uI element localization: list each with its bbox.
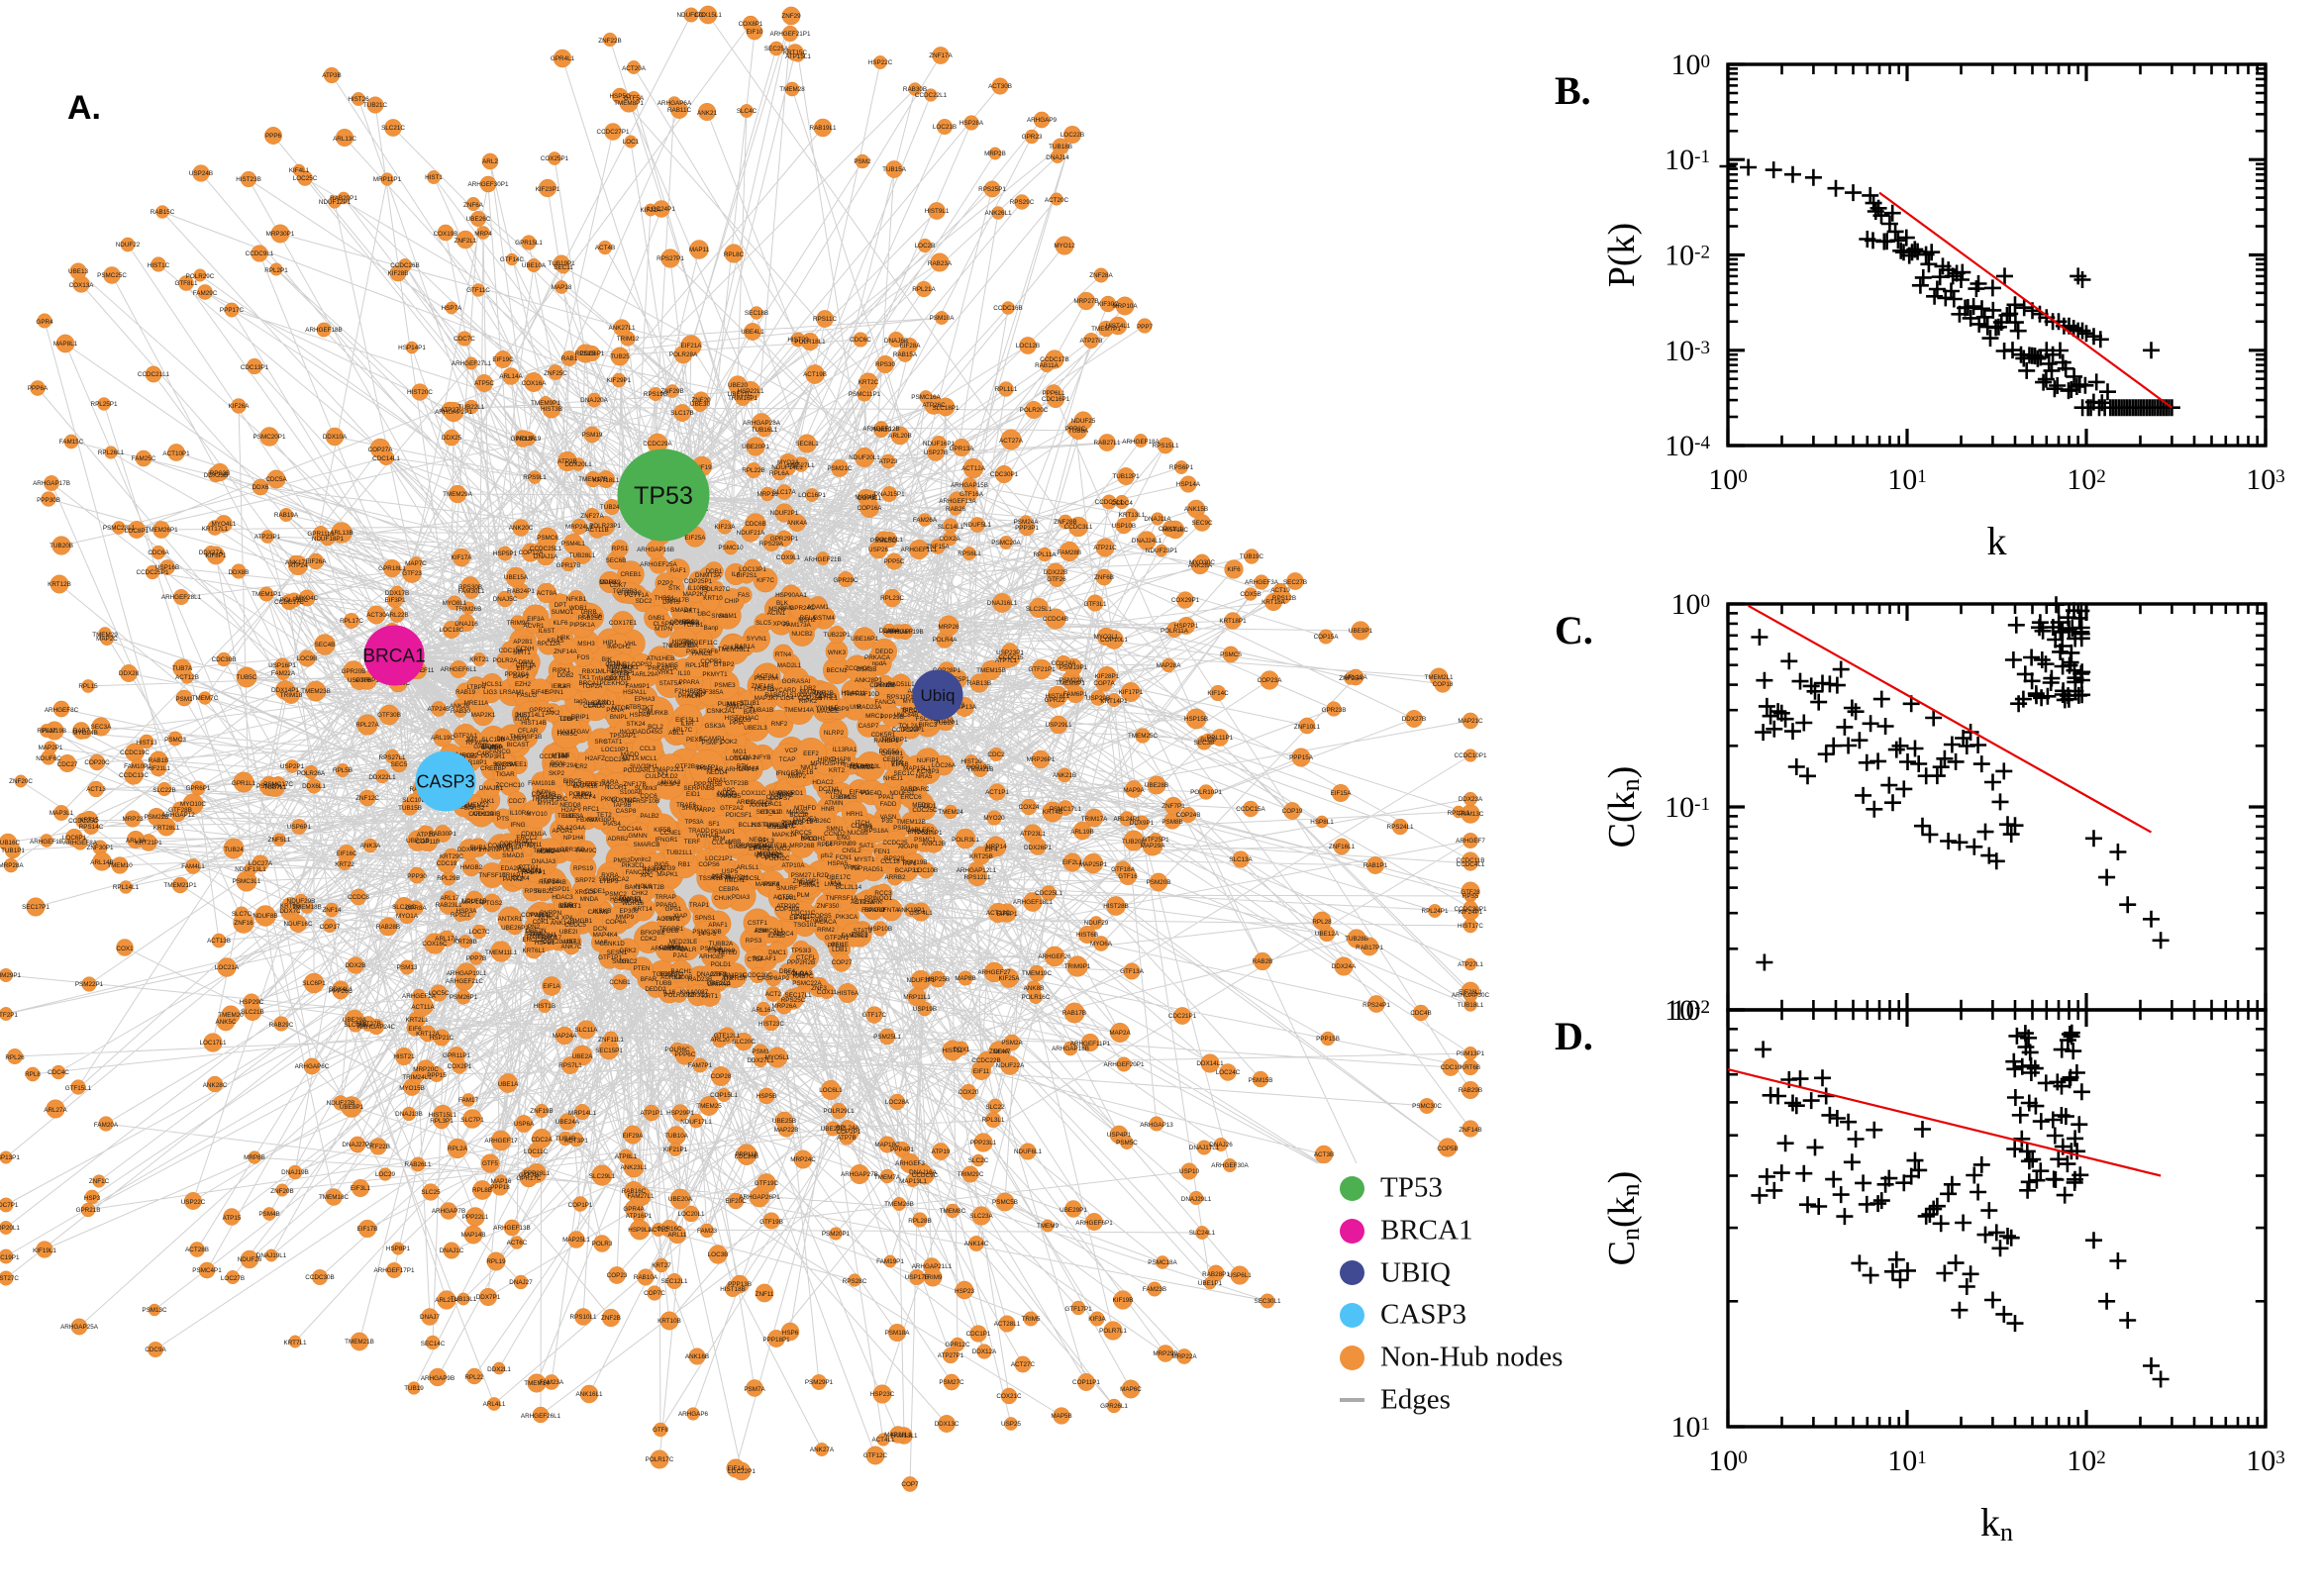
svg-text:101: 101 — [1887, 1445, 1927, 1477]
svg-text:100: 100 — [1708, 1445, 1748, 1477]
svg-text:C(kn): C(kn) — [1601, 766, 1645, 848]
svg-text:10-1: 10-1 — [1665, 791, 1710, 824]
svg-text:C.: C. — [1555, 608, 1593, 652]
svg-text:101: 101 — [1671, 1411, 1711, 1444]
svg-text:k: k — [1987, 519, 2007, 563]
svg-text:10-4: 10-4 — [1665, 430, 1710, 462]
svg-text:102: 102 — [1671, 994, 1711, 1027]
svg-text:10-2: 10-2 — [1665, 240, 1710, 272]
svg-text:100: 100 — [1671, 49, 1711, 81]
svg-text:P(k): P(k) — [1601, 223, 1643, 287]
svg-text:kn: kn — [1980, 1500, 2013, 1546]
svg-text:103: 103 — [2246, 463, 2285, 496]
svg-text:100: 100 — [1708, 463, 1748, 496]
svg-text:Cn(kn): Cn(kn) — [1601, 1171, 1645, 1266]
svg-text:102: 102 — [2067, 1445, 2106, 1477]
svg-text:10-3: 10-3 — [1665, 335, 1710, 367]
svg-text:103: 103 — [2246, 1445, 2285, 1477]
svg-text:10-1: 10-1 — [1665, 144, 1710, 176]
svg-text:100: 100 — [1671, 588, 1711, 621]
svg-text:101: 101 — [1887, 463, 1927, 496]
svg-text:102: 102 — [2067, 463, 2106, 496]
svg-text:B.: B. — [1555, 68, 1591, 113]
svg-text:D.: D. — [1555, 1014, 1593, 1058]
